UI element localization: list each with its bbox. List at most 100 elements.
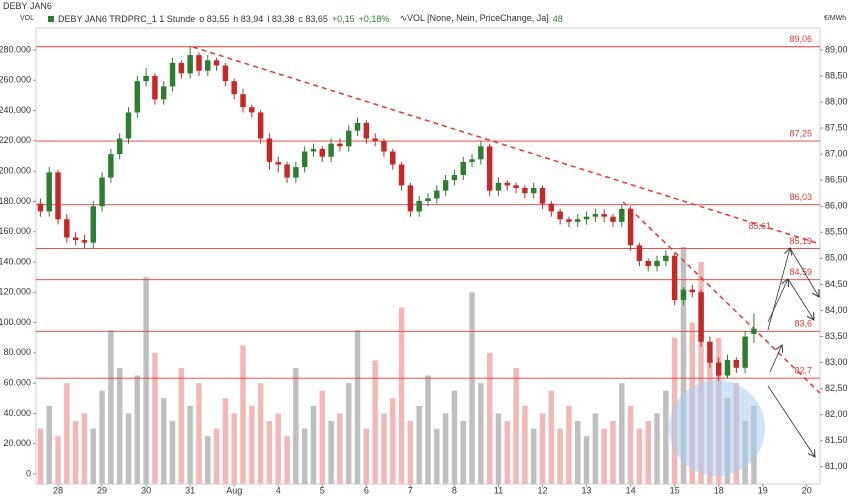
candle-body bbox=[425, 198, 431, 202]
unit-label: €/MWh bbox=[824, 15, 847, 22]
trend-line bbox=[622, 201, 821, 394]
candle-body bbox=[398, 164, 405, 186]
x-tick-label: 8 bbox=[452, 485, 457, 495]
volume-tick-label: 0 bbox=[26, 468, 31, 478]
y-tick-label: 88,50 bbox=[825, 70, 848, 80]
volume-bar bbox=[293, 367, 299, 484]
candle-body bbox=[671, 255, 678, 301]
volume-bar bbox=[619, 383, 625, 484]
volume-bar bbox=[81, 413, 88, 484]
volume-tick-label: 140.000 bbox=[0, 256, 31, 266]
volume-bar bbox=[108, 330, 114, 484]
volume-tick-label: 260.000 bbox=[0, 75, 31, 85]
volume-bar bbox=[680, 246, 687, 484]
y-tick-label: 81,00 bbox=[825, 461, 848, 471]
trend-line bbox=[192, 46, 821, 245]
volume-label: VOL bbox=[20, 15, 35, 22]
candle-body bbox=[698, 292, 704, 342]
volume-bar bbox=[583, 436, 590, 484]
candle-body bbox=[416, 201, 422, 212]
candle-body bbox=[372, 138, 378, 142]
candle-body bbox=[548, 203, 555, 212]
volume-bar bbox=[275, 413, 281, 484]
volume-bar bbox=[152, 352, 158, 484]
candle-body bbox=[328, 143, 334, 157]
volume-bar bbox=[354, 330, 361, 484]
scenario-arrows bbox=[767, 248, 819, 457]
candle-body bbox=[125, 112, 132, 139]
volume-tick-label: 120.000 bbox=[0, 287, 31, 297]
y-tick-label: 87,00 bbox=[825, 148, 848, 158]
x-tick-label: 30 bbox=[141, 485, 151, 495]
candle-body bbox=[310, 148, 317, 152]
volume-bar bbox=[125, 413, 132, 484]
candle-body bbox=[504, 182, 511, 186]
x-tick-label: 19 bbox=[758, 485, 768, 495]
x-tick-label: 31 bbox=[185, 485, 195, 495]
volume-bar bbox=[240, 345, 246, 484]
low-value: l 83,38 bbox=[267, 13, 295, 24]
study-value: 48 bbox=[552, 13, 563, 24]
y-tick-label: 82,50 bbox=[825, 383, 848, 393]
volume-bar bbox=[328, 420, 334, 484]
candle-body bbox=[37, 203, 44, 212]
candle-body bbox=[284, 164, 290, 178]
arrow bbox=[769, 345, 782, 373]
volume-bar bbox=[416, 405, 422, 484]
candle-body bbox=[99, 177, 105, 207]
volume-bar bbox=[222, 398, 229, 484]
candle-body bbox=[751, 328, 757, 334]
candle-body bbox=[81, 240, 88, 243]
volume-tick-label: 40.000 bbox=[3, 408, 31, 418]
volume-bar bbox=[266, 420, 273, 484]
candle-body bbox=[240, 94, 246, 108]
volume-bar bbox=[495, 413, 502, 484]
candle-body bbox=[522, 187, 528, 194]
volume-bar bbox=[160, 398, 167, 484]
volume-bar bbox=[636, 428, 643, 484]
candle-body bbox=[478, 146, 484, 160]
volume-bar bbox=[513, 367, 519, 484]
volume-tick-label: 20.000 bbox=[3, 438, 31, 448]
volume-bar bbox=[663, 390, 669, 484]
candle-body bbox=[231, 81, 237, 95]
level-label: 83,6 bbox=[794, 319, 812, 329]
volume-bar bbox=[610, 420, 616, 484]
candle-body bbox=[724, 359, 731, 376]
volume-bar bbox=[469, 292, 475, 484]
candle-body bbox=[539, 187, 546, 204]
y-tick-label: 84,50 bbox=[825, 279, 848, 289]
candle-body bbox=[196, 55, 202, 71]
candle-body bbox=[116, 138, 123, 155]
candle-body bbox=[645, 260, 651, 267]
volume-bar bbox=[116, 367, 123, 484]
candle-body bbox=[266, 138, 273, 162]
y-tick-label: 86,50 bbox=[825, 175, 848, 185]
y-tick-label: 81,50 bbox=[825, 435, 848, 445]
arrow bbox=[767, 248, 790, 331]
volume-bar bbox=[249, 405, 255, 484]
y-tick-label: 89,00 bbox=[825, 44, 848, 54]
volume-tick-label: 80.000 bbox=[3, 347, 31, 357]
volume-bar bbox=[337, 413, 343, 484]
candle-body bbox=[610, 216, 616, 222]
volume-bar bbox=[169, 420, 176, 484]
volume-bar bbox=[592, 413, 599, 484]
candle-body bbox=[583, 216, 590, 220]
candle-body bbox=[451, 174, 458, 181]
y-tick-label: 87,50 bbox=[825, 122, 848, 132]
candle-body bbox=[257, 112, 264, 139]
candle-body bbox=[530, 187, 537, 194]
close-value: c 83,65 bbox=[298, 13, 328, 24]
x-tick-label: 18 bbox=[714, 485, 724, 495]
volume-bar bbox=[548, 390, 555, 484]
volume-tick-label: 200.000 bbox=[0, 165, 31, 175]
volume-bar bbox=[390, 398, 396, 484]
legend-swatch bbox=[48, 15, 55, 22]
candle-body bbox=[143, 75, 149, 82]
volume-bar bbox=[575, 420, 581, 484]
candle-body bbox=[337, 143, 343, 147]
candle-body bbox=[592, 214, 599, 217]
candle-body bbox=[275, 161, 281, 165]
